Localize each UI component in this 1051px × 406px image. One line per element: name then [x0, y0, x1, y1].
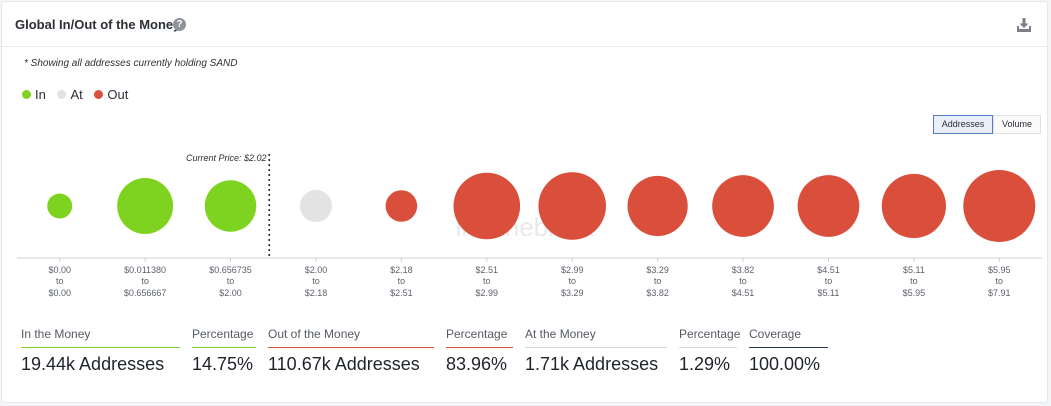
tick-label-to-word-8: to [739, 276, 747, 286]
tick-label-from-10: $5.11 [903, 265, 925, 275]
card-title: Global In/Out of the Money [15, 17, 181, 32]
bubble-3 [299, 189, 333, 223]
bubble-8 [712, 175, 774, 237]
tick-label-from-5: $2.51 [476, 265, 499, 275]
tick-label-to-11: $7.91 [988, 288, 1011, 298]
stat-label-4: At the Money [525, 327, 596, 341]
legend-dot-out [94, 90, 104, 99]
tick-label-from-6: $2.99 [561, 265, 584, 275]
stat-underline-1 [192, 347, 256, 348]
stat-underline-4 [525, 347, 667, 348]
tick-label-to-7: $3.82 [646, 288, 669, 298]
download-icon[interactable] [1016, 17, 1032, 33]
tick-label-from-1: $0.011380 [124, 265, 166, 275]
stat-label-5: Percentage [679, 327, 741, 341]
bubble-4 [385, 190, 418, 222]
bubble-9 [797, 175, 860, 237]
tick-label-to-3: $2.18 [305, 288, 328, 298]
tick-label-from-4: $2.18 [390, 265, 413, 275]
stat-label-2: Out of the Money [268, 327, 361, 341]
stat-value-1: 14.75% [192, 354, 254, 374]
stat-label-1: Percentage [192, 327, 254, 341]
tick-label-to-8: $4.51 [732, 288, 755, 298]
tick-label-to-word-7: to [654, 276, 662, 286]
tick-label-from-11: $5.95 [988, 265, 1011, 275]
legend-item-in[interactable]: In [22, 87, 46, 102]
stat-label-3: Percentage [446, 327, 508, 341]
addresses-toggle-button[interactable]: Addresses [933, 115, 993, 134]
tick-label-from-8: $3.82 [732, 265, 755, 275]
tick-label-from-0: $0.00 [48, 265, 71, 275]
stat-label-6: Coverage [749, 327, 802, 341]
tick-label-to-word-9: to [825, 276, 833, 286]
current-price-label: Current Price: $2.02 [186, 153, 267, 163]
legend-label-in: In [35, 87, 46, 102]
bubble-11 [963, 170, 1036, 242]
tick-label-to-0: $0.00 [48, 288, 71, 298]
bubble-6 [538, 172, 606, 240]
stat-value-5: 1.29% [679, 354, 731, 374]
stat-value-6: 100.00% [749, 354, 821, 374]
legend-label-at: At [70, 87, 83, 102]
stat-label-0: In the Money [21, 327, 91, 341]
tick-label-to-word-2: to [227, 276, 235, 286]
tick-label-to-word-1: to [141, 276, 149, 286]
stat-value-2: 110.67k Addresses [268, 354, 420, 374]
legend-dot-in [22, 90, 31, 99]
bubble-1 [117, 178, 174, 234]
stat-underline-0 [21, 347, 180, 348]
stat-underline-3 [446, 347, 513, 348]
holders-note: * Showing all addresses currently holdin… [24, 58, 238, 69]
tick-label-to-word-4: to [398, 276, 406, 286]
stat-underline-5 [679, 347, 737, 348]
tick-label-to-2: $2.00 [219, 288, 242, 298]
bubble-2 [204, 180, 257, 232]
card-header: Global In/Out of the Money ? [2, 2, 1047, 47]
stat-value-3: 83.96% [446, 354, 508, 374]
bubble-0 [47, 193, 73, 219]
tick-label-to-word-11: to [996, 276, 1004, 286]
stat-underline-2 [268, 347, 434, 348]
tick-label-to-word-5: to [483, 276, 491, 286]
tick-label-to-10: $5.95 [903, 288, 926, 298]
tick-label-to-4: $2.51 [390, 288, 413, 298]
tick-label-to-6: $3.29 [561, 288, 584, 298]
tick-label-to-9: $5.11 [818, 288, 840, 298]
bubble-7 [627, 175, 688, 237]
tick-label-to-word-0: to [56, 276, 64, 286]
tick-label-from-7: $3.29 [646, 265, 669, 275]
help-icon[interactable]: ? [173, 18, 186, 31]
tick-label-to-word-10: to [910, 276, 918, 286]
legend-item-out[interactable]: Out [94, 87, 128, 102]
iomap-bubble-chart: intotheblock$0.00to$0.00$0.011380to$0.65… [17, 154, 1042, 298]
tick-label-from-2: $0.656735 [209, 265, 252, 275]
tick-label-to-word-6: to [568, 276, 576, 286]
tick-label-to-5: $2.99 [476, 288, 499, 298]
volume-toggle-button[interactable]: Volume [993, 115, 1041, 134]
stat-value-0: 19.44k Addresses [21, 354, 165, 374]
legend-dot-at [57, 90, 67, 99]
tick-label-to-word-3: to [312, 276, 320, 286]
bubble-10 [881, 173, 946, 239]
legend-label-out: Out [107, 87, 129, 102]
bubble-5 [453, 172, 521, 240]
tick-label-to-1: $0.656667 [124, 288, 167, 298]
tick-label-from-3: $2.00 [305, 265, 328, 275]
legend-item-at[interactable]: At [57, 87, 83, 102]
chart-legend: In At Out [22, 87, 136, 102]
stat-value-4: 1.71k Addresses [525, 354, 659, 374]
stat-underline-6 [749, 347, 828, 348]
tick-label-from-9: $4.51 [817, 265, 840, 275]
